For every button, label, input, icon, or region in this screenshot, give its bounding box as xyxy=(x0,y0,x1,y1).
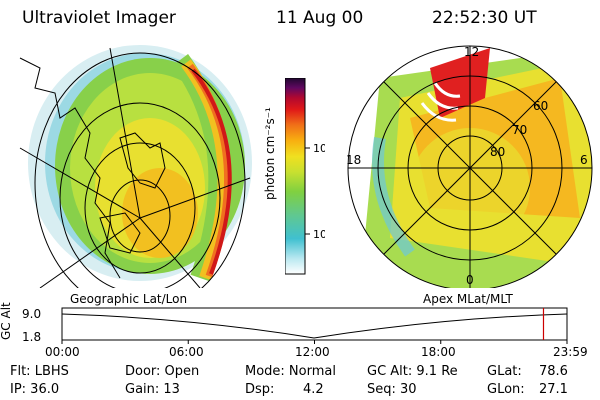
door-param: Door: Open xyxy=(125,364,200,379)
polar-grid-meridian xyxy=(383,81,557,255)
glat-value: 78.6 xyxy=(539,364,568,379)
orbit-altitude-curve xyxy=(61,313,568,339)
time-tick-label: 12:00 xyxy=(295,345,330,359)
geographic-globe-image xyxy=(19,45,252,288)
longitude-line xyxy=(109,47,141,219)
longitude-line xyxy=(39,217,141,288)
longitude-line xyxy=(19,147,141,219)
time-label: 22:52:30 UT xyxy=(432,8,537,28)
coastline-greenland xyxy=(119,132,166,189)
dsp-label: Dsp: xyxy=(245,382,275,397)
colorbar-gradient xyxy=(285,78,306,275)
left-panel-label: Geographic Lat/Lon xyxy=(70,292,188,306)
time-tick-label: 00:00 xyxy=(45,345,80,359)
polar-arc xyxy=(420,102,457,122)
orbit-axis-label: GC Alt xyxy=(0,302,13,340)
mlt-label-top: 12 xyxy=(464,45,479,59)
mlt-label-left: 18 xyxy=(346,153,361,167)
latitude-line xyxy=(84,142,196,274)
colorbar-tick-label: 10 xyxy=(313,228,325,241)
longitude-line xyxy=(139,217,201,288)
mlat-label-80: 80 xyxy=(490,145,505,159)
ip-param: IP: 36.0 xyxy=(10,382,60,397)
globe-bright-region xyxy=(122,168,198,258)
time-tick-label: 23:59 xyxy=(553,345,588,359)
coastline xyxy=(19,57,121,279)
mlat-label-70: 70 xyxy=(512,123,527,137)
longitude-line xyxy=(139,177,251,219)
mlt-label-bottom: 0 xyxy=(466,273,474,287)
orbit-plot-frame xyxy=(61,307,568,341)
glon-value: 27.1 xyxy=(539,382,568,397)
right-panel-label: Apex MLat/MLT xyxy=(423,292,513,306)
mlt-label-right: 6 xyxy=(580,153,588,167)
glon-label: GLon: xyxy=(487,382,525,397)
time-tick-label: 06:00 xyxy=(169,345,204,359)
orbit-altitude-plot: GC Alt 9.0 1.8 xyxy=(0,302,568,344)
colorbar: 100 10 xyxy=(285,78,325,275)
gc-alt-param: GC Alt: 9.1 Re xyxy=(367,364,458,379)
globe-limb-circle xyxy=(34,52,246,288)
time-tick-label: 18:00 xyxy=(421,345,456,359)
colorbar-unit-label: photon cm⁻²s⁻¹ xyxy=(263,107,277,200)
latitude-line xyxy=(59,102,221,288)
auroral-band-red xyxy=(191,68,232,275)
coastline xyxy=(99,212,141,254)
polar-cusp-red xyxy=(430,48,490,118)
glat-label: GLat: xyxy=(487,364,522,379)
orbit-ytick-top: 9.0 xyxy=(22,307,41,321)
mlat-label-60: 60 xyxy=(533,99,548,113)
colorbar-tick-label: 100 xyxy=(313,142,325,155)
orbit-ytick-bottom: 1.8 xyxy=(22,330,41,344)
filter-param: Flt: LBHS xyxy=(10,364,69,379)
mode-param: Mode: Normal xyxy=(245,364,336,379)
gain-param: Gain: 13 xyxy=(125,382,180,397)
polar-arc xyxy=(433,82,461,98)
polar-mlat-mlt-plot: 60 70 80 12 18 6 0 xyxy=(346,45,593,288)
date-label: 11 Aug 00 xyxy=(276,8,364,28)
instrument-title: Ultraviolet Imager xyxy=(22,8,176,28)
seq-param: Seq: 30 xyxy=(367,382,417,397)
dsp-value: 4.2 xyxy=(303,382,324,397)
